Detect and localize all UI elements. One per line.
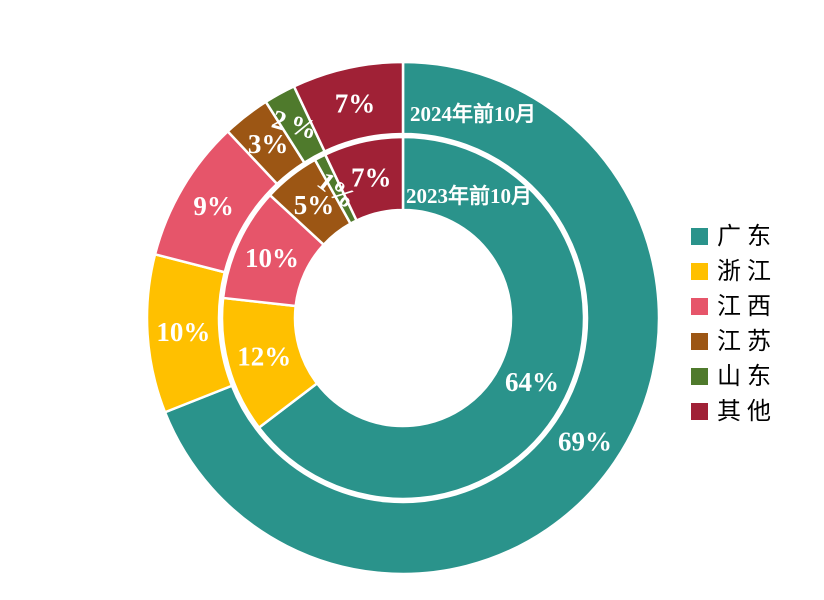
legend-item-jiangxi: 江 西: [691, 289, 816, 324]
legend-label: 其 他: [717, 398, 771, 425]
data-label: 3%: [248, 129, 289, 159]
legend-swatch-guangdong: [691, 228, 708, 245]
data-label: 7%: [335, 88, 376, 118]
legend-item-zhejiang: 浙 江: [691, 254, 816, 289]
data-label: 12%: [237, 341, 291, 371]
legend-item-guangdong: 广 东: [691, 219, 816, 254]
slice-2024年前10月-5: [292, 60, 405, 153]
data-label: 69%: [558, 427, 612, 457]
chart-legend: 广 东 浙 江 江 西 江 苏 山 东 其 他: [691, 219, 816, 429]
legend-swatch-shandong: [691, 368, 708, 385]
legend-label: 江 西: [717, 293, 771, 320]
data-label: 10%: [156, 317, 210, 347]
legend-item-other: 其 他: [691, 394, 816, 429]
legend-swatch-zhejiang: [691, 263, 708, 280]
legend-item-shandong: 山 东: [691, 359, 816, 394]
legend-swatch-jiangxi: [691, 298, 708, 315]
legend-label: 江 苏: [717, 328, 771, 355]
data-label: 5%: [294, 190, 335, 220]
legend-label: 浙 江: [717, 258, 771, 285]
legend-item-jiangsu: 江 苏: [691, 324, 816, 359]
ring-label-2023年前10月: 2023年前10月: [406, 184, 532, 208]
legend-swatch-jiangsu: [691, 333, 708, 350]
slice-2024年前10月-0: [163, 60, 661, 576]
ring-label-2024年前10月: 2024年前10月: [410, 102, 536, 126]
slice-2023年前10月-5: [323, 135, 405, 222]
legend-label: 广 东: [717, 223, 771, 250]
slice-2023年前10月-0: [257, 135, 586, 501]
data-label: 10%: [245, 243, 299, 273]
data-label: 64%: [505, 367, 559, 397]
legend-label: 山 东: [717, 363, 771, 390]
data-label: 9%: [193, 191, 234, 221]
data-label: 7%: [351, 163, 392, 193]
legend-swatch-other: [691, 403, 708, 420]
